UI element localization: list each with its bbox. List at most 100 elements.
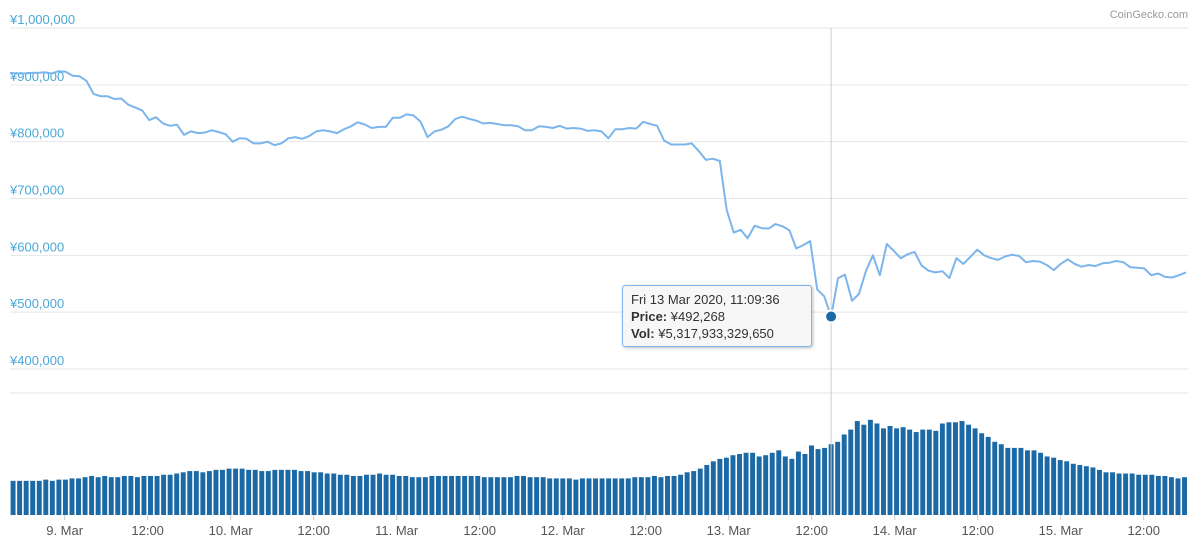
tooltip-vol-value: ¥5,317,933,329,650 xyxy=(658,326,774,341)
volume-bar xyxy=(920,429,926,515)
volume-bar xyxy=(966,424,972,515)
credit-text[interactable]: CoinGecko.com xyxy=(1110,9,1188,21)
volume-bar xyxy=(344,474,350,515)
volume-bar xyxy=(1182,477,1187,515)
volume-bar xyxy=(364,474,369,515)
volume-bar xyxy=(416,477,422,515)
volume-bar xyxy=(239,468,245,515)
volume-bar xyxy=(370,474,376,515)
volume-bar xyxy=(763,455,769,515)
tooltip-vol-row: Vol: ¥5,317,933,329,650 xyxy=(631,325,803,342)
volume-bar xyxy=(331,473,337,515)
volume-bar xyxy=(750,452,756,515)
volume-bar xyxy=(409,477,415,515)
volume-bar xyxy=(233,468,239,515)
volume-bar xyxy=(1070,463,1076,515)
volume-bar xyxy=(1110,472,1116,515)
volume-bar xyxy=(265,471,271,515)
volume-bar xyxy=(835,441,841,515)
volume-bar xyxy=(220,469,225,515)
volume-bar xyxy=(10,480,16,515)
volume-bar xyxy=(1175,478,1181,515)
x-tick-label: 9. Mar xyxy=(46,523,84,538)
volume-bar xyxy=(246,469,252,515)
volume-bar xyxy=(795,451,801,515)
volume-bar xyxy=(128,475,134,515)
volume-bar xyxy=(874,423,880,515)
tooltip-price-value: ¥492,268 xyxy=(670,309,725,324)
volume-bar xyxy=(573,479,579,515)
volume-bar xyxy=(606,478,612,515)
volume-bar xyxy=(730,455,736,515)
volume-bar xyxy=(324,473,330,515)
volume-bar xyxy=(671,475,677,515)
y-tick-label: ¥500,000 xyxy=(9,296,64,311)
volume-bar xyxy=(881,428,886,515)
volume-bar xyxy=(180,472,186,515)
volume-bar xyxy=(972,428,978,515)
volume-bar xyxy=(30,480,36,515)
volume-bar xyxy=(678,474,684,515)
volume-bar xyxy=(1011,447,1017,515)
volume-bar xyxy=(468,475,474,515)
volume-bar xyxy=(593,478,598,515)
volume-bar xyxy=(1136,474,1142,515)
price-line[interactable] xyxy=(9,70,1187,318)
volume-bar xyxy=(933,430,939,515)
volume-bar xyxy=(337,474,343,515)
volume-bar xyxy=(782,456,788,515)
volume-bar xyxy=(1083,466,1089,515)
volume-bar xyxy=(1155,475,1161,515)
volume-bar xyxy=(946,422,952,515)
volume-bar xyxy=(1129,473,1135,515)
volume-bar xyxy=(259,471,265,515)
volume-bar xyxy=(822,447,828,515)
volume-bar xyxy=(579,478,585,515)
volume-bars xyxy=(10,419,1187,515)
volume-bar xyxy=(43,479,49,515)
y-tick-label: ¥1,000,000 xyxy=(9,12,75,27)
volume-bar xyxy=(560,478,566,515)
volume-bar xyxy=(350,475,356,515)
x-tick-label: 12:00 xyxy=(795,523,828,538)
volume-bar xyxy=(710,461,716,515)
volume-bar xyxy=(102,475,108,515)
volume-bar xyxy=(36,480,42,515)
volume-bar xyxy=(318,472,324,515)
volume-bar xyxy=(998,444,1004,515)
volume-bar xyxy=(1044,456,1050,515)
volume-bar xyxy=(252,469,258,515)
hover-point-marker[interactable] xyxy=(824,309,839,324)
x-tick-label: 13. Mar xyxy=(707,523,752,538)
volume-bar xyxy=(992,441,998,515)
volume-bar xyxy=(514,475,520,515)
y-tick-label: ¥400,000 xyxy=(9,353,64,368)
volume-bar xyxy=(161,474,167,515)
volume-bar xyxy=(900,427,906,515)
volume-bar xyxy=(449,475,455,515)
volume-bar xyxy=(115,477,121,515)
volume-bar xyxy=(76,478,81,515)
volume-bar xyxy=(658,477,664,515)
volume-bar xyxy=(1123,473,1129,515)
volume-bar xyxy=(979,433,985,515)
volume-bar xyxy=(985,436,991,515)
volume-bar xyxy=(953,422,958,515)
volume-bar xyxy=(809,445,814,515)
volume-bar xyxy=(141,475,147,515)
volume-bar xyxy=(867,419,873,515)
volume-bar xyxy=(625,478,631,515)
volume-bar xyxy=(1103,472,1109,515)
volume-bar xyxy=(1064,461,1070,515)
volume-bar xyxy=(462,475,468,515)
volume-bar xyxy=(1116,473,1122,515)
volume-bar xyxy=(357,475,363,515)
volume-bar xyxy=(723,457,729,515)
volume-bar xyxy=(665,475,670,515)
x-tick-label: 11. Mar xyxy=(375,523,419,538)
volume-bar xyxy=(1051,457,1057,515)
volume-bar xyxy=(488,477,494,515)
volume-bar xyxy=(1038,452,1044,515)
grid-lines xyxy=(10,27,1188,394)
volume-bar xyxy=(756,456,762,515)
